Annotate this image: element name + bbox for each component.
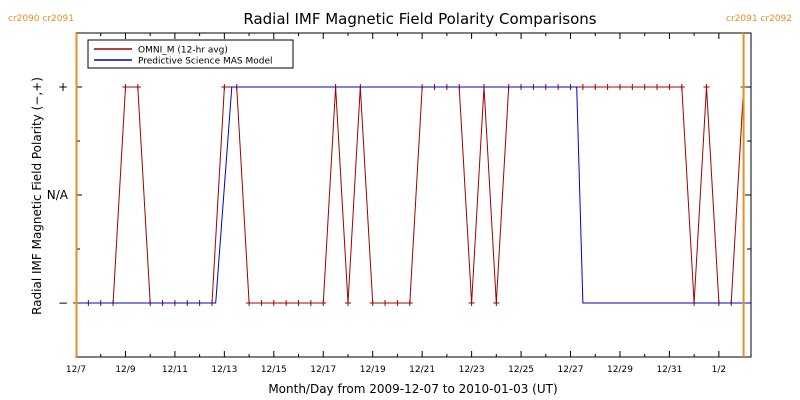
y-tick-label: − [58, 296, 68, 310]
data-point [320, 300, 327, 306]
data-point [394, 300, 401, 306]
x-tick-label: 12/23 [459, 365, 485, 375]
data-point [703, 84, 710, 90]
data-point [579, 84, 586, 90]
data-point [468, 300, 475, 306]
y-tick-label: N/A [47, 188, 69, 202]
data-point [270, 300, 277, 306]
data-point [666, 84, 673, 90]
series-line-2 [76, 86, 751, 304]
x-tick-label: 12/29 [607, 365, 633, 375]
data-point [134, 84, 141, 90]
chart-title: Radial IMF Magnetic Field Polarity Compa… [243, 10, 596, 28]
x-tick-label: 12/11 [162, 365, 188, 375]
data-point [616, 84, 623, 90]
x-tick-label: 12/31 [656, 365, 682, 375]
data-point [629, 84, 636, 90]
x-tick-label: 12/21 [409, 365, 435, 375]
x-tick-label: 12/17 [310, 365, 336, 375]
x-tick-label: 12/25 [508, 365, 534, 375]
data-point [604, 84, 611, 90]
data-point [493, 300, 500, 306]
carrington-marker-label: cr2091 cr2092 [726, 14, 792, 24]
data-point [678, 84, 685, 90]
x-tick-label: 12/27 [558, 365, 584, 375]
data-point [246, 300, 253, 306]
x-tick-label: 12/7 [66, 365, 86, 375]
data-point [122, 84, 129, 90]
legend-box [87, 39, 294, 69]
data-point [295, 300, 302, 306]
data-point [221, 84, 228, 90]
legend-entry: Predictive Science MAS Model [138, 57, 273, 67]
legend-entry: OMNI_M (12-hr avg) [138, 46, 228, 56]
x-axis-label: Month/Day from 2009-12-07 to 2010-01-03 … [268, 382, 557, 396]
data-point [307, 300, 314, 306]
x-tick-label: 1/2 [712, 365, 726, 375]
data-point [641, 84, 648, 90]
x-tick-label: 12/19 [360, 365, 386, 375]
data-point [369, 300, 376, 306]
data-point [382, 300, 389, 306]
y-axis-label: Radial IMF Magnetic Field Polarity (−,+) [30, 77, 44, 315]
series-line-1 [76, 86, 745, 304]
data-point [283, 300, 290, 306]
data-point [406, 300, 413, 306]
plot-frame [75, 32, 752, 358]
x-tick-label: 12/15 [261, 365, 287, 375]
data-point [258, 300, 265, 306]
plot-area: 12/7 12/9 12/11 12/13 12/15 12/17 12/19 12/21 12… [8, 14, 792, 375]
y-tick-label: + [58, 80, 68, 94]
x-tick-label: 12/13 [211, 365, 237, 375]
x-tick-label: 12/9 [115, 365, 135, 375]
data-point [654, 84, 661, 90]
carrington-marker-label: cr2090 cr2091 [8, 14, 74, 24]
data-point [592, 84, 599, 90]
data-point [344, 300, 351, 306]
